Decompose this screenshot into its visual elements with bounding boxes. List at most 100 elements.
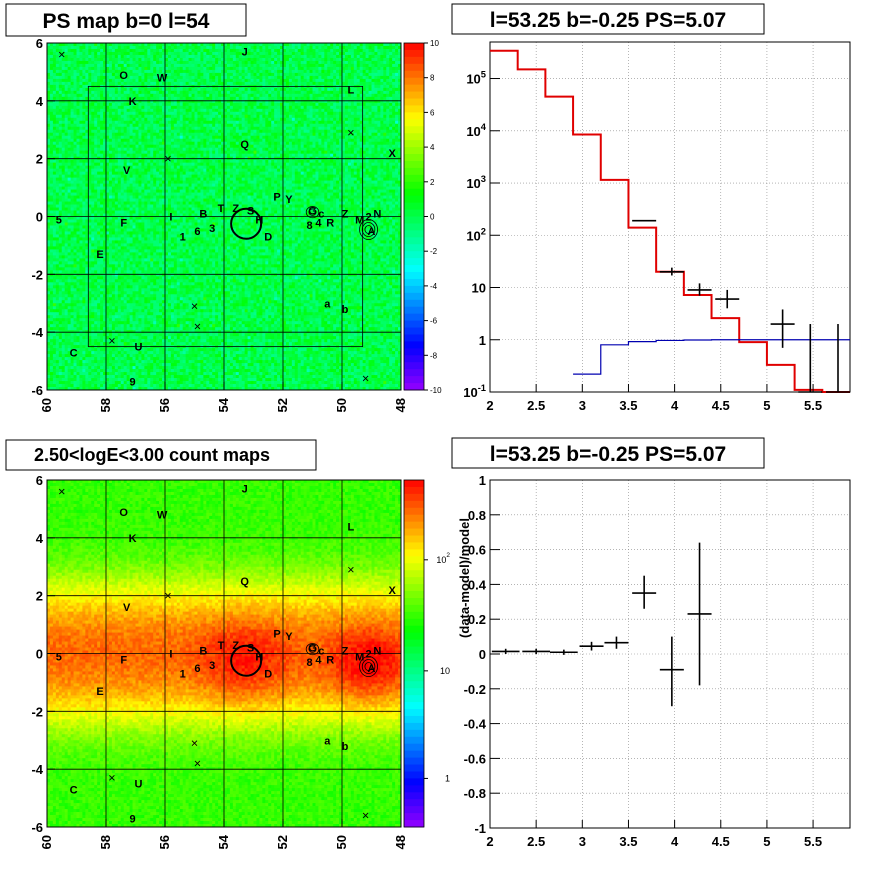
map-pixel [226, 111, 231, 116]
map-pixel [100, 66, 104, 71]
map-pixel [232, 138, 237, 143]
map-pixel [108, 87, 113, 92]
map-pixel [247, 43, 251, 47]
map-pixel [232, 96, 237, 101]
map-pixel [250, 102, 254, 107]
map-pixel [150, 51, 154, 56]
map-pixel [47, 99, 51, 104]
map-pixel [356, 60, 361, 65]
map-pixel [212, 66, 216, 71]
map-pixel [126, 51, 130, 56]
map-pixel [111, 69, 116, 74]
map-pixel [297, 78, 302, 83]
map-pixel [82, 45, 86, 50]
map-pixel [203, 159, 207, 164]
map-pixel [256, 69, 260, 74]
map-pixel [224, 150, 228, 155]
map-pixel [132, 45, 136, 50]
map-pixel [49, 141, 54, 146]
map-pixel [356, 159, 361, 164]
map-pixel [156, 144, 160, 149]
map-pixel [347, 90, 352, 95]
map-pixel [300, 81, 305, 86]
map-pixel [117, 69, 122, 74]
map-pixel [153, 144, 157, 149]
map-pixel [206, 57, 210, 62]
map-pixel [159, 45, 163, 50]
map-pixel [268, 48, 272, 53]
map-pixel [294, 138, 299, 143]
map-pixel [162, 153, 166, 158]
map-pixel [76, 126, 80, 131]
map-pixel [253, 78, 257, 83]
map-pixel [135, 99, 139, 104]
map-pixel [191, 69, 195, 74]
map-pixel [221, 105, 225, 110]
map-pixel [159, 111, 163, 116]
map-pixel [300, 60, 305, 65]
map-pixel [135, 126, 139, 131]
map-pixel [67, 78, 71, 83]
map-pixel [392, 108, 396, 113]
map-pixel [52, 96, 57, 101]
map-pixel [144, 75, 148, 80]
map-pixel [170, 129, 175, 134]
map-pixel [232, 69, 237, 74]
map-pixel [336, 63, 340, 68]
map-pixel [247, 123, 251, 128]
map-pixel [179, 96, 184, 101]
map-pixel [365, 84, 369, 89]
map-pixel [262, 114, 266, 119]
map-pixel [224, 99, 228, 104]
map-pixel [392, 60, 396, 65]
map-pixel [61, 96, 66, 101]
map-pixel [61, 129, 66, 134]
map-pixel [386, 159, 390, 164]
map-pixel [280, 144, 284, 149]
map-pixel [377, 135, 381, 140]
map-pixel [226, 153, 231, 158]
map-pixel [150, 141, 154, 146]
map-pixel [265, 66, 269, 71]
map-pixel [315, 60, 319, 65]
map-pixel [339, 159, 343, 164]
map-pixel [285, 99, 290, 104]
map-pixel [91, 150, 95, 155]
map-pixel [339, 111, 343, 116]
map-pixel [398, 84, 402, 89]
map-pixel [176, 78, 181, 83]
map-pixel [47, 114, 51, 119]
map-pixel [224, 90, 228, 95]
map-pixel [170, 102, 175, 107]
map-pixel [259, 114, 263, 119]
map-pixel [238, 78, 243, 83]
map-pixel [362, 153, 366, 158]
map-pixel [247, 87, 251, 92]
map-pixel [144, 81, 148, 86]
map-pixel [280, 63, 284, 68]
map-pixel [170, 126, 175, 131]
map-pixel [103, 48, 107, 53]
map-pixel [170, 60, 175, 65]
map-pixel [285, 54, 290, 59]
map-pixel [100, 75, 104, 80]
map-pixel [82, 63, 86, 68]
map-pixel [173, 69, 178, 74]
map-pixel [324, 162, 328, 167]
map-pixel [156, 150, 160, 155]
map-pixel [339, 123, 343, 128]
map-pixel [247, 45, 251, 50]
map-pixel [153, 129, 157, 134]
map-pixel [350, 87, 355, 92]
map-pixel [312, 129, 316, 134]
map-pixel [288, 132, 293, 137]
map-pixel [212, 57, 216, 62]
map-pixel [170, 54, 175, 59]
map-pixel [129, 66, 133, 71]
map-pixel [135, 51, 139, 56]
map-pixel [283, 72, 287, 77]
map-pixel [271, 162, 275, 167]
map-pixel [153, 43, 157, 47]
map-pixel [85, 117, 89, 122]
map-pixel [147, 57, 151, 62]
